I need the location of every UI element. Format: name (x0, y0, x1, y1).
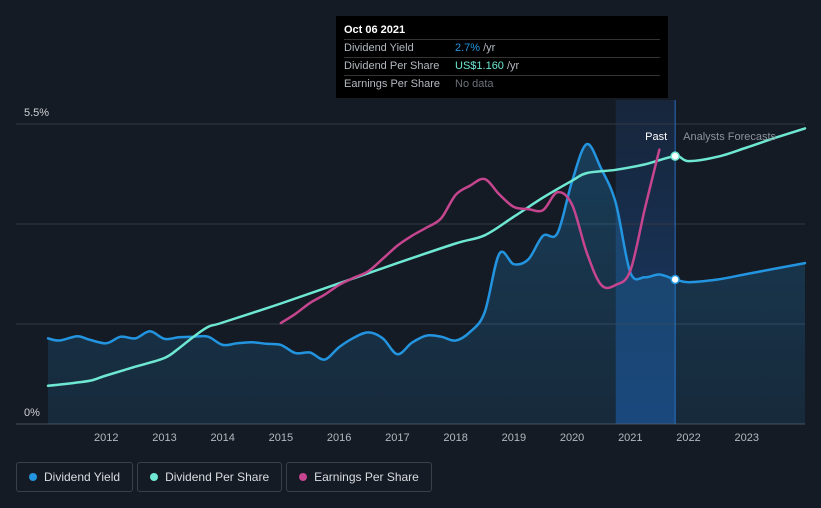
tooltip-row-earnings-per-share: Earnings Per Share No data (344, 76, 660, 93)
past-label: Past (645, 131, 667, 143)
legend-item-dividend-yield[interactable]: Dividend Yield (16, 462, 134, 492)
dividend-yield-marker (670, 274, 680, 285)
x-tick-label: 2014 (210, 432, 234, 444)
tooltip-value: No data (455, 78, 494, 90)
legend-label: Dividend Per Share (165, 470, 270, 484)
legend-label: Dividend Yield (44, 470, 121, 484)
earnings-per-share-line (279, 148, 661, 325)
y-tick-label: 5.5% (24, 107, 49, 119)
legend-item-dividend-per-share[interactable]: Dividend Per Share (137, 462, 283, 492)
legend-dot-icon (29, 473, 37, 481)
dividend-per-share-marker (670, 151, 680, 161)
x-tick-label: 2015 (269, 432, 293, 444)
x-tick-label: 2017 (385, 432, 409, 444)
legend-dot-icon (299, 473, 308, 481)
legend-label: Earnings Per Share (314, 470, 419, 484)
dividend-yield-area (48, 144, 805, 425)
tooltip-unit: /yr (483, 42, 496, 54)
x-tick-label: 2020 (560, 432, 584, 444)
tooltip-value: US$1.160 (455, 60, 504, 72)
forecast-label: Analysts Forecasts (683, 131, 776, 143)
x-tick-label: 2019 (502, 432, 526, 444)
x-tick-label: 2018 (443, 432, 467, 444)
legend-item-earnings-per-share[interactable]: Earnings Per Share (286, 462, 432, 492)
legend-dot-icon (150, 473, 159, 481)
y-tick-label: 0% (24, 407, 40, 419)
tooltip-label: Earnings Per Share (344, 78, 440, 90)
dividend-per-share-line (46, 127, 807, 388)
tooltip-unit: /yr (506, 60, 520, 72)
x-tick-label: 2013 (152, 432, 176, 444)
x-tick-label: 2016 (327, 432, 351, 444)
tooltip-value: 2.7% (455, 42, 481, 54)
tooltip: Oct 06 2021 Dividend Yield 2.7% /yr Divi… (336, 16, 668, 98)
tooltip-row-dividend-yield: Dividend Yield 2.7% /yr (344, 40, 660, 58)
x-tick-label: 2012 (94, 432, 118, 444)
x-tick-label: 2023 (735, 432, 759, 444)
legend: Dividend Yield Dividend Per Share Earnin… (16, 462, 436, 492)
tooltip-label: Dividend Per Share (344, 60, 440, 72)
x-tick-label: 2022 (676, 432, 700, 444)
tooltip-label: Dividend Yield (344, 42, 414, 54)
x-tick-label: 2021 (618, 432, 642, 444)
tooltip-date: Oct 06 2021 (344, 22, 660, 40)
tooltip-row-dividend-per-share: Dividend Per Share US$1.160 /yr (344, 58, 660, 76)
